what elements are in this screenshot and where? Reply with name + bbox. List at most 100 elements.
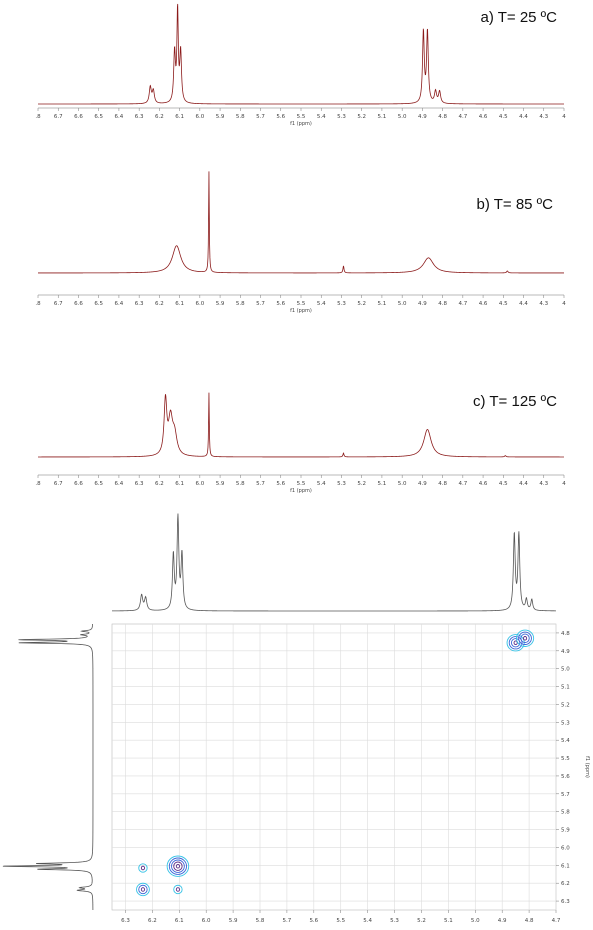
contour-core bbox=[140, 865, 145, 871]
x-tick-label: 4.3 bbox=[539, 481, 548, 487]
x-tick-label: 6.7 bbox=[54, 481, 63, 487]
x-ticks-a: .8 6.7 6.6 6.5 6.4 6.3 6.2 6.1 6.0 5.9 5.8 5.7 5.6 5.… bbox=[35, 108, 566, 120]
x-tick-label: 6.2 bbox=[155, 114, 164, 120]
x-tick-label: 4.3 bbox=[539, 301, 548, 307]
cosy-x-tick-label: 5.2 bbox=[417, 918, 426, 924]
x-tick-label: 6.3 bbox=[135, 114, 144, 120]
x-tick-label: 6.1 bbox=[175, 301, 184, 307]
x-tick-label: 4.6 bbox=[479, 114, 488, 120]
x-tick-label: 5.0 bbox=[398, 301, 407, 307]
cosy-y-tick-label: 4.9 bbox=[561, 649, 570, 655]
contour-ring bbox=[173, 884, 183, 895]
x-tick-label: 4.4 bbox=[519, 114, 528, 120]
cosy-x-tick-label: 4.8 bbox=[525, 918, 534, 924]
x-tick-label: 4.6 bbox=[479, 481, 488, 487]
spectrum-line-b bbox=[38, 171, 564, 274]
cosy-y-ticks: 4.8 4.9 5.0 5.1 5.2 5.3 5.4 5.5 5.6 5.7 5.8 5.9 6.0 6… bbox=[556, 631, 570, 905]
x-tick-label: 4.3 bbox=[539, 114, 548, 120]
cosy-y-tick-label: 5.1 bbox=[561, 685, 570, 691]
contour-ring bbox=[173, 861, 183, 871]
x-tick-label: 6.5 bbox=[94, 301, 103, 307]
cosy-y-tick-label: 6.1 bbox=[561, 863, 570, 869]
cross-peak bbox=[506, 634, 525, 652]
contour-core bbox=[140, 887, 145, 892]
cosy-x-tick-label: 4.9 bbox=[498, 918, 507, 924]
cosy-y-tick-label: 6.2 bbox=[561, 881, 570, 887]
cross-peak bbox=[516, 629, 535, 647]
cosy-x-tick-label: 5.3 bbox=[390, 918, 399, 924]
x-tick-label: 6.0 bbox=[195, 114, 204, 120]
x-tick-label: 5.0 bbox=[398, 114, 407, 120]
cosy-y-tick-label: 5.3 bbox=[561, 720, 570, 726]
cosy-x-tick-label: 5.8 bbox=[256, 918, 265, 924]
cosy-y-tick-label: 5.8 bbox=[561, 810, 570, 816]
x-ticks-c: .8 6.7 6.6 6.5 6.4 6.3 6.2 6.1 6.0 5.9 5.8 5.7 5.6 5.… bbox=[35, 475, 566, 487]
x-tick-label: 6.2 bbox=[155, 301, 164, 307]
cosy-x-tick-label: 5.4 bbox=[363, 918, 372, 924]
cosy-x-tick-label: 6.0 bbox=[202, 918, 211, 924]
cosy-x-tick-label: 6.3 bbox=[121, 918, 130, 924]
x-tick-label: 4.5 bbox=[499, 114, 508, 120]
contour-core bbox=[523, 636, 528, 641]
x-tick-label: 4.9 bbox=[418, 481, 427, 487]
x-tick-label: 6.4 bbox=[115, 114, 124, 120]
spectrum-panel-b: b) T= 85 ºC .8 6.7 6.6 6.5 6.4 6.3 6.2 6.1 6.0 5.… bbox=[35, 171, 566, 314]
cosy-y-tick-label: 5.7 bbox=[561, 792, 570, 798]
left-projection-spectrum bbox=[2, 623, 94, 910]
contour-ring bbox=[518, 631, 532, 645]
x-tick-label: 5.6 bbox=[276, 301, 285, 307]
x-tick-label: 5.5 bbox=[297, 301, 306, 307]
x-tick-label: 5.9 bbox=[216, 114, 225, 120]
contour-ring bbox=[516, 629, 535, 647]
x-tick-label: 5.1 bbox=[378, 301, 387, 307]
panel-title-b: b) T= 85 ºC bbox=[477, 196, 554, 213]
x-tick-label: 5.8 bbox=[236, 301, 245, 307]
x-tick-label: 6.3 bbox=[135, 301, 144, 307]
x-tick-label: 4.8 bbox=[438, 301, 447, 307]
x-tick-label: 5.4 bbox=[317, 481, 326, 487]
cosy-x-tick-label: 5.6 bbox=[309, 918, 318, 924]
x-tick-label: 5.5 bbox=[297, 481, 306, 487]
x-tick-label: 6.6 bbox=[74, 301, 83, 307]
x-tick-label: .8 bbox=[35, 114, 41, 120]
cosy-x-tick-label: 5.1 bbox=[444, 918, 453, 924]
contour-ring bbox=[520, 633, 530, 643]
x-tick-label: 5.8 bbox=[236, 481, 245, 487]
x-tick-label: 5.6 bbox=[276, 481, 285, 487]
cosy-y-tick-label: 6.3 bbox=[561, 899, 570, 905]
contour-ring bbox=[508, 636, 523, 650]
cosy-y-tick-label: 5.0 bbox=[561, 667, 570, 673]
x-tick-label: 4.9 bbox=[418, 114, 427, 120]
x-tick-label: 5.9 bbox=[216, 481, 225, 487]
x-tick-label: 4 bbox=[562, 114, 566, 120]
x-tick-label: 6.3 bbox=[135, 481, 144, 487]
cosy-y-tick-label: 5.2 bbox=[561, 702, 570, 708]
contour-ring bbox=[168, 857, 187, 875]
x-tick-label: 4.6 bbox=[479, 301, 488, 307]
x-tick-label: 6.6 bbox=[74, 481, 83, 487]
x-tick-label: 5.4 bbox=[317, 301, 326, 307]
x-tick-label: .8 bbox=[35, 301, 41, 307]
contour-core bbox=[513, 640, 518, 646]
x-tick-label: 5.4 bbox=[317, 114, 326, 120]
x-tick-label: 5.5 bbox=[297, 114, 306, 120]
panel-title-c: c) T= 125 ºC bbox=[473, 393, 557, 410]
cosy-grid bbox=[112, 624, 557, 910]
spectrum-line-c bbox=[38, 392, 564, 458]
x-ticks-b: .8 6.7 6.6 6.5 6.4 6.3 6.2 6.1 6.0 5.9 5.8 5.7 5.6 5.… bbox=[35, 295, 566, 307]
x-tick-label: 4.8 bbox=[438, 114, 447, 120]
x-tick-label: 5.3 bbox=[337, 301, 346, 307]
x-tick-label: 5.8 bbox=[236, 114, 245, 120]
spectrum-panel-a: a) T= 25 ºC .8 6.7 6.6 6.5 6.4 6.3 6.2 6.1 6.0 5.… bbox=[35, 3, 566, 127]
contour-ring bbox=[171, 859, 185, 873]
cosy-plot-frame bbox=[111, 623, 557, 911]
cosy-x-tick-label: 4.7 bbox=[552, 918, 561, 924]
contour-ring bbox=[136, 882, 150, 897]
x-tick-label: 6.5 bbox=[94, 481, 103, 487]
cross-peak bbox=[173, 884, 183, 895]
x-tick-label: 5.2 bbox=[357, 301, 366, 307]
panel-title-a: a) T= 25 ºC bbox=[481, 9, 558, 26]
x-tick-label: 6.2 bbox=[155, 481, 164, 487]
x-tick-label: 6.4 bbox=[115, 481, 124, 487]
x-tick-label: 6.0 bbox=[195, 481, 204, 487]
